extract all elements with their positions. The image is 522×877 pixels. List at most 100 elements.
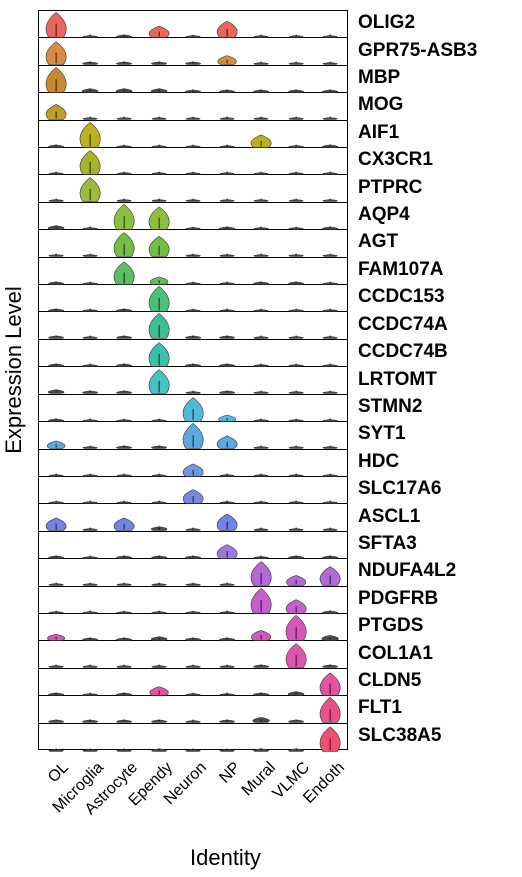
violin-cell [73, 696, 107, 722]
violin-cell [210, 504, 244, 530]
gene-label: SLC38A5 [358, 725, 441, 747]
gene-label: AIF1 [358, 122, 399, 144]
violin-cell [107, 148, 141, 174]
violin-cell [142, 587, 176, 613]
violin-cell [73, 532, 107, 558]
gene-label: HDC [358, 451, 399, 473]
gene-label: COL1A1 [358, 643, 433, 665]
violin-cell [39, 203, 73, 229]
violin-cell [73, 340, 107, 366]
violin-cell [313, 367, 347, 393]
violin-cell [39, 641, 73, 667]
violin-cell [210, 66, 244, 92]
violin-cell [142, 340, 176, 366]
violin-cell [39, 38, 73, 64]
violin-cell [107, 285, 141, 311]
violin-cell [142, 422, 176, 448]
violin-cell [107, 614, 141, 640]
gene-row [39, 395, 347, 422]
gene-row [39, 504, 347, 531]
x-tick-label: OL [45, 759, 73, 787]
gene-row [39, 614, 347, 641]
violin-cell [279, 559, 313, 585]
gene-label: CCDC153 [358, 286, 445, 308]
violin-cell [107, 66, 141, 92]
violin-cell [107, 450, 141, 476]
violin-cell [73, 477, 107, 503]
violin-cell [279, 11, 313, 37]
violin-cell [142, 395, 176, 421]
violin-cell [142, 696, 176, 722]
violin-cell [39, 230, 73, 256]
violin-cell [244, 38, 278, 64]
violin-cell [244, 504, 278, 530]
violin-cell [39, 340, 73, 366]
violin-cell [142, 312, 176, 338]
violin-cell [73, 559, 107, 585]
violin-cell [176, 340, 210, 366]
violin-cell [313, 614, 347, 640]
gene-label: ASCL1 [358, 506, 420, 528]
violin-cell [39, 477, 73, 503]
violin-cell [176, 230, 210, 256]
violin-cell [313, 450, 347, 476]
violin-cell [73, 148, 107, 174]
violin-cell [107, 696, 141, 722]
violin-cell [176, 641, 210, 667]
violin-cell [244, 477, 278, 503]
violin-cell [279, 696, 313, 722]
violin-cell [73, 38, 107, 64]
gene-label: PDGFRB [358, 588, 438, 610]
violin-cell [39, 148, 73, 174]
violin-cell [142, 367, 176, 393]
gene-row [39, 285, 347, 312]
gene-label: SLC17A6 [358, 478, 441, 500]
violin-cell [73, 93, 107, 119]
gene-row [39, 340, 347, 367]
gene-row [39, 367, 347, 394]
violin-cell [210, 175, 244, 201]
violin-cell [210, 477, 244, 503]
violin-cell [279, 285, 313, 311]
violin-cell [313, 258, 347, 284]
violin-cell [176, 285, 210, 311]
violin-cell [142, 614, 176, 640]
violin-cell [39, 724, 73, 751]
violin-cell [73, 724, 107, 751]
violin-cell [279, 93, 313, 119]
gene-label: MBP [358, 67, 400, 89]
violin-cell [279, 230, 313, 256]
violin-cell [39, 669, 73, 695]
violin-cell [107, 477, 141, 503]
violin-cell [176, 696, 210, 722]
violin-cell [210, 422, 244, 448]
gene-row [39, 422, 347, 449]
violin-cell [176, 504, 210, 530]
violin-cell [176, 587, 210, 613]
gene-row [39, 258, 347, 285]
violin-cell [210, 93, 244, 119]
violin-cell [279, 367, 313, 393]
violin-cell [39, 367, 73, 393]
violin-cell [142, 285, 176, 311]
violin-cell [73, 312, 107, 338]
violin-cell [279, 587, 313, 613]
violin-cell [244, 641, 278, 667]
violin-cell [244, 312, 278, 338]
violin-cell [107, 258, 141, 284]
violin-cell [176, 559, 210, 585]
violin-cell [142, 203, 176, 229]
gene-label: AGT [358, 231, 398, 253]
violin-cell [279, 477, 313, 503]
violin-cell [142, 93, 176, 119]
violin-cell [107, 230, 141, 256]
violin-cell [142, 230, 176, 256]
violin-cell [210, 11, 244, 37]
violin-cell [176, 532, 210, 558]
violin-cell [244, 340, 278, 366]
violin-cell [142, 11, 176, 37]
violin-cell [244, 11, 278, 37]
violin-cell [39, 258, 73, 284]
violin-cell [313, 11, 347, 37]
violin-cell [244, 614, 278, 640]
